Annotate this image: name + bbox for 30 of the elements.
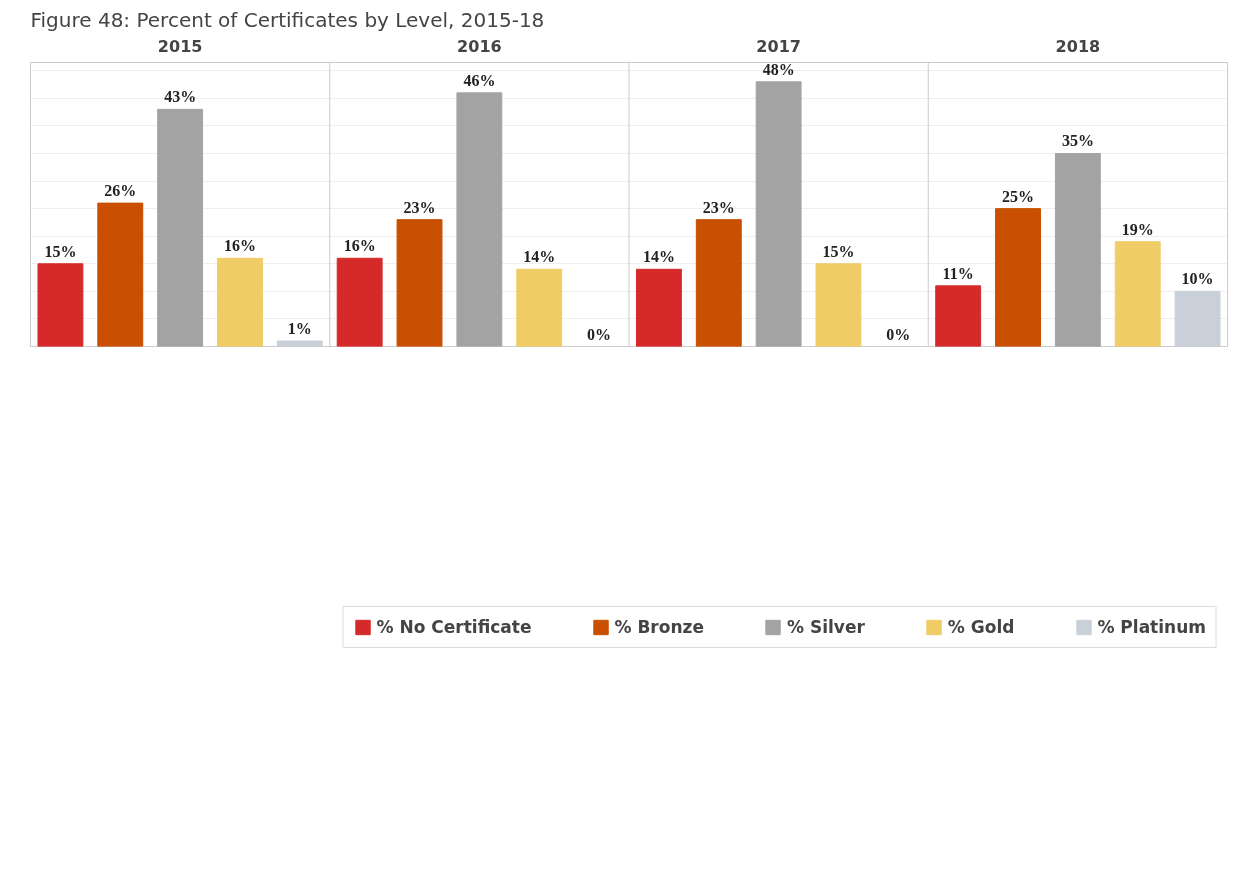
- data-label: 15%: [44, 242, 77, 260]
- data-label: 19%: [1121, 220, 1154, 238]
- data-label: 43%: [164, 88, 197, 106]
- data-label: 0%: [587, 325, 612, 343]
- data-label: 35%: [1061, 132, 1094, 150]
- data-label: 10%: [1181, 270, 1214, 288]
- legend-label: % Bronze: [614, 617, 704, 637]
- data-label: 48%: [762, 60, 795, 78]
- legend-label: % Gold: [947, 617, 1015, 637]
- data-label: 16%: [223, 237, 256, 255]
- data-label: 23%: [702, 198, 735, 216]
- data-label: 26%: [104, 182, 137, 200]
- data-label: 15%: [822, 242, 855, 260]
- data-label: 25%: [1002, 187, 1035, 205]
- data-label: 14%: [642, 248, 675, 266]
- x-tick-label: 2016: [457, 36, 502, 56]
- legend-label: % Platinum: [1097, 617, 1206, 637]
- x-tick-label: 2015: [157, 36, 203, 56]
- chart-title: Figure 48: Percent of Certificates by Level, 2015-18: [30, 7, 545, 32]
- legend-label: % No Certificate: [376, 617, 532, 637]
- data-label: 11%: [942, 264, 974, 282]
- data-label: 0%: [886, 325, 911, 343]
- x-tick-label: 2018: [1055, 36, 1101, 56]
- data-label: 23%: [403, 198, 436, 216]
- data-label: 46%: [463, 71, 496, 89]
- legend-label: % Silver: [786, 617, 865, 637]
- data-label: 16%: [343, 237, 376, 255]
- x-tick-label: 2017: [756, 36, 801, 56]
- data-label: 1%: [287, 319, 312, 337]
- data-label: 14%: [523, 248, 556, 266]
